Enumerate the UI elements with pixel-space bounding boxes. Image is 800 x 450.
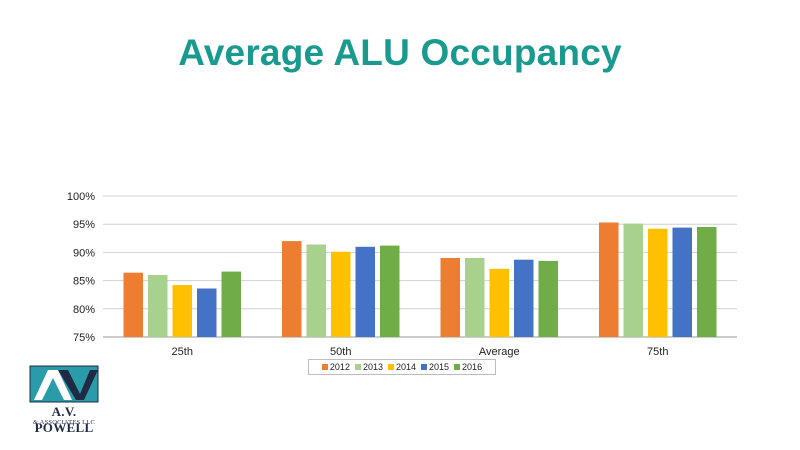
bar-2016-average bbox=[538, 260, 558, 337]
bar-2015-50th bbox=[355, 246, 375, 337]
bar-2013-average bbox=[465, 258, 485, 337]
slide-title: Average ALU Occupancy bbox=[178, 32, 622, 73]
legend-swatch bbox=[321, 364, 328, 370]
legend-swatch bbox=[454, 364, 461, 370]
legend-swatch bbox=[387, 364, 394, 370]
bar-2016-25th bbox=[221, 271, 241, 337]
legend-item-2016: 2016 bbox=[454, 362, 482, 372]
legend-item-2013: 2013 bbox=[354, 362, 383, 372]
y-tick-label: 90% bbox=[73, 247, 95, 259]
x-category-label: 50th bbox=[330, 346, 351, 358]
bar-2014-50th bbox=[331, 251, 351, 337]
bar-2015-average bbox=[514, 259, 534, 337]
company-logo: A.V. POWELL & ASSOCIATES LLC bbox=[28, 364, 100, 435]
logo-name: A.V. POWELL bbox=[34, 404, 94, 435]
bar-2012-average bbox=[440, 258, 460, 337]
y-tick-label: 100% bbox=[67, 191, 95, 203]
x-category-label: Average bbox=[479, 346, 520, 358]
bar-2014-25th bbox=[172, 285, 192, 337]
y-tick-label: 80% bbox=[73, 304, 95, 316]
bar-2015-75th bbox=[672, 227, 692, 337]
legend-item-2012: 2012 bbox=[321, 362, 350, 372]
y-axis-ticks: 75% 80% 85% 90% 95% 100% bbox=[67, 191, 95, 344]
bar-2016-50th bbox=[380, 245, 400, 337]
legend-label: 2016 bbox=[462, 362, 483, 372]
bar-2013-75th bbox=[623, 223, 643, 337]
x-category-label: 25th bbox=[172, 346, 193, 358]
legend-swatch bbox=[354, 364, 361, 370]
legend-label: 2014 bbox=[395, 362, 417, 372]
bar-2012-75th bbox=[599, 222, 619, 337]
legend-label: 2013 bbox=[362, 362, 383, 372]
bar-2012-25th bbox=[123, 272, 143, 337]
legend-label: 2015 bbox=[429, 362, 450, 372]
bar-2015-25th bbox=[197, 288, 217, 337]
legend-label: 2012 bbox=[329, 362, 350, 372]
y-tick-label: 75% bbox=[73, 332, 95, 344]
bar-2016-75th bbox=[697, 227, 717, 337]
y-tick-label: 85% bbox=[73, 276, 95, 288]
legend-item-2014: 2014 bbox=[387, 362, 417, 372]
bar-2014-average bbox=[489, 268, 509, 337]
x-axis-labels: 25th 50th Average 75th bbox=[172, 346, 669, 358]
logo-subtitle: & ASSOCIATES LLC bbox=[32, 419, 96, 426]
y-tick-label: 95% bbox=[73, 219, 95, 231]
chart-legend: 2012 2013 2014 2015 2016 bbox=[308, 359, 496, 375]
bar-2013-50th bbox=[306, 244, 326, 337]
bar-2013-25th bbox=[148, 275, 168, 337]
x-category-label: 75th bbox=[647, 346, 668, 358]
bar-2012-50th bbox=[282, 241, 302, 337]
legend-swatch bbox=[421, 364, 428, 370]
avp-logo-icon bbox=[29, 365, 99, 403]
chart-bars bbox=[123, 222, 717, 337]
legend-item-2015: 2015 bbox=[421, 362, 449, 372]
bar-2014-75th bbox=[648, 228, 668, 337]
